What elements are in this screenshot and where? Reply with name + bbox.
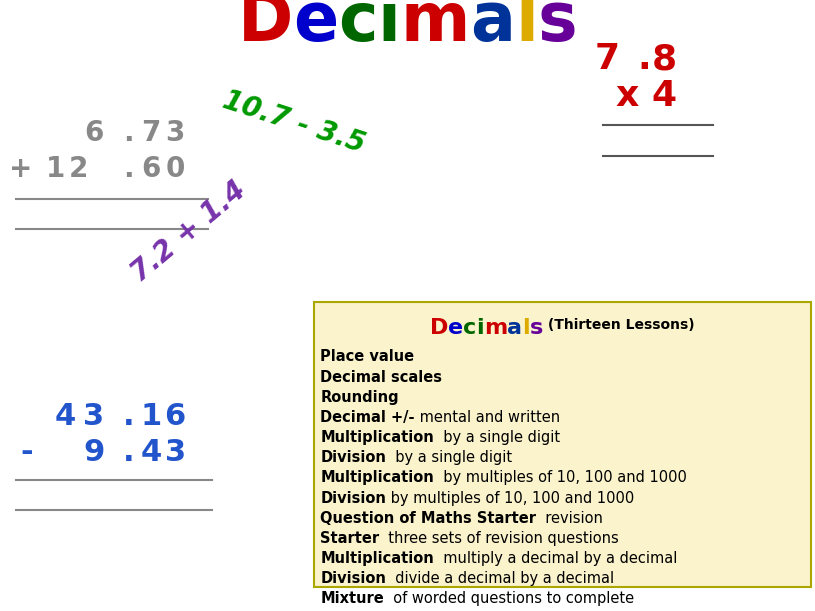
Text: 4: 4 [55,402,76,431]
Text: 9: 9 [83,439,104,467]
Text: 4: 4 [652,79,676,113]
Text: 7: 7 [141,119,161,147]
Text: 0: 0 [165,155,185,183]
Text: Multiplication: Multiplication [320,551,434,566]
Text: 7.2 + 1.4: 7.2 + 1.4 [126,175,252,287]
Text: D: D [237,0,293,55]
Text: i: i [377,0,400,55]
Text: e: e [293,0,338,55]
Text: 1: 1 [46,155,65,183]
Text: by multiples of 10, 100 and 1000: by multiples of 10, 100 and 1000 [386,491,634,506]
FancyBboxPatch shape [314,302,811,587]
Text: Place value: Place value [320,349,414,365]
Text: mental and written: mental and written [415,410,560,425]
Text: .: . [123,439,134,467]
Text: Decimal +/-: Decimal +/- [320,410,415,425]
Text: 7: 7 [595,42,619,76]
Text: three sets of revision questions: three sets of revision questions [380,531,619,546]
Text: .: . [637,42,650,76]
Text: x: x [616,79,639,113]
Text: s: s [530,318,544,338]
Text: .: . [123,402,134,431]
Text: m: m [484,318,508,338]
Text: multiply a decimal by a decimal: multiply a decimal by a decimal [434,551,677,566]
Text: 3: 3 [83,402,104,431]
Text: a: a [470,0,515,55]
Text: 10.7 - 3.5: 10.7 - 3.5 [218,87,368,159]
Text: 2: 2 [68,155,88,183]
Text: Mixture: Mixture [320,591,384,607]
Text: +: + [9,155,32,183]
Text: D: D [430,318,448,338]
Text: revision: revision [536,511,603,526]
Text: by a single digit: by a single digit [434,430,560,445]
Text: of worded questions to complete: of worded questions to complete [384,591,634,607]
Text: Question of Maths Starter: Question of Maths Starter [320,511,536,526]
Text: m: m [400,0,470,55]
Text: Rounding: Rounding [320,390,399,405]
Text: by a single digit: by a single digit [386,450,513,466]
Text: (Thirteen Lessons): (Thirteen Lessons) [544,318,695,332]
Text: 4: 4 [140,439,161,467]
Text: Multiplication: Multiplication [320,430,434,445]
Text: 6: 6 [141,155,161,183]
Text: 3: 3 [165,439,186,467]
Text: l: l [515,0,538,55]
Text: 8: 8 [652,42,676,76]
Text: 3: 3 [165,119,185,147]
Text: i: i [477,318,484,338]
Text: divide a decimal by a decimal: divide a decimal by a decimal [386,571,615,587]
Text: .: . [123,155,134,183]
Text: 6: 6 [84,119,104,147]
Text: Starter: Starter [320,531,380,546]
Text: Decimal scales: Decimal scales [320,370,443,385]
Text: .: . [123,119,134,147]
Text: -: - [20,439,33,467]
Text: c: c [338,0,377,55]
Text: Division: Division [320,491,386,506]
Text: a: a [508,318,522,338]
Text: by multiples of 10, 100 and 1000: by multiples of 10, 100 and 1000 [434,470,687,486]
Text: c: c [463,318,477,338]
Text: Division: Division [320,571,386,587]
Text: Multiplication: Multiplication [320,470,434,486]
Text: e: e [448,318,463,338]
Text: Division: Division [320,450,386,466]
Text: s: s [538,0,578,55]
Text: 1: 1 [140,402,161,431]
Text: l: l [522,318,530,338]
Text: 6: 6 [165,402,186,431]
